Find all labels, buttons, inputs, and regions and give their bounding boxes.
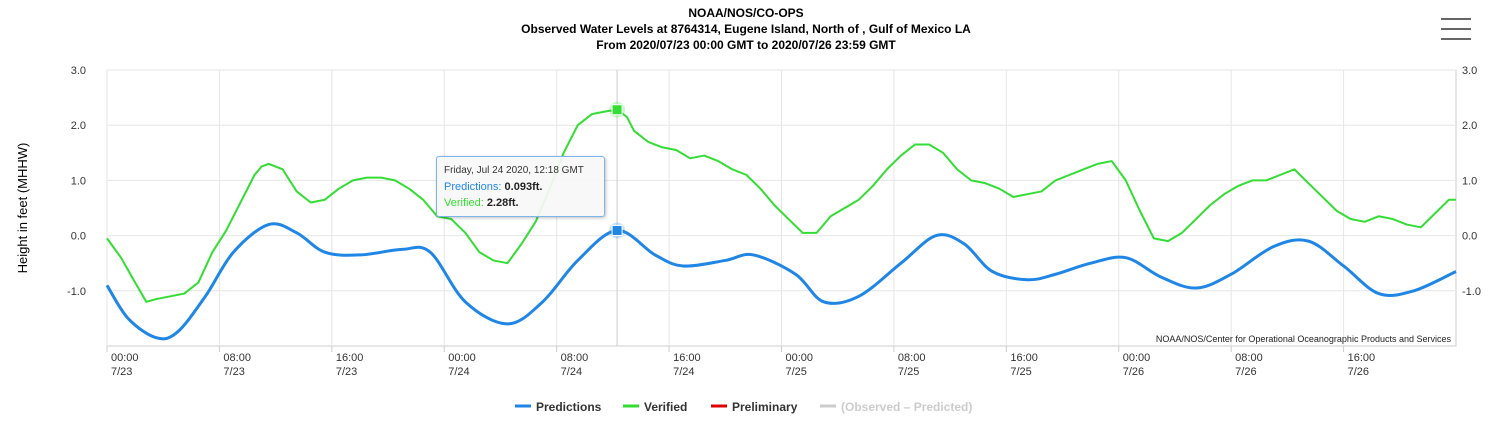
x-tick-label-time: 00:00	[1123, 352, 1151, 364]
x-tick-label-time: 16:00	[336, 352, 364, 364]
x-tick-label-date: 7/23	[223, 366, 244, 378]
y-axis-left: 3.0 2.0 1.0 0.0 -1.0	[67, 65, 86, 298]
x-tick-label-date: 7/26	[1123, 366, 1144, 378]
x-tick-label-time: 16:00	[1348, 352, 1376, 364]
y-tick-label-left: 2.0	[71, 120, 86, 132]
x-tick-label-date: 7/24	[448, 366, 469, 378]
x-tick-label-time: 16:00	[1010, 352, 1038, 364]
x-tick-label-date: 7/26	[1348, 366, 1369, 378]
tooltip-verified-label: Verified:	[444, 197, 484, 209]
credit-text: NOAA/NOS/Center for Operational Oceanogr…	[1156, 334, 1452, 344]
legend-label-preliminary: Preliminary	[732, 400, 798, 414]
y-tick-label-right: 2.0	[1462, 120, 1477, 132]
series-layer	[105, 108, 1457, 341]
tooltip-predictions-value: 0.093ft.	[504, 181, 543, 193]
tooltip-predictions-label: Predictions:	[444, 181, 502, 193]
legend-label-verified: Verified	[644, 400, 687, 414]
y-tick-label-left: 3.0	[71, 65, 86, 77]
x-tick-label-time: 16:00	[673, 352, 701, 364]
chart-tooltip: Friday, Jul 24 2020, 12:18 GMT Predictio…	[436, 156, 605, 217]
x-tick-label-date: 7/24	[673, 366, 694, 378]
x-tick-label-date: 7/25	[898, 366, 919, 378]
x-tick-label-time: 00:00	[111, 352, 139, 364]
legend-item-verified[interactable]: Verified	[623, 400, 687, 414]
hover-markers	[609, 101, 626, 239]
y-axis-title: Height in feet (MHHW)	[15, 143, 30, 274]
tooltip-header: Friday, Jul 24 2020, 12:18 GMT	[444, 165, 584, 176]
hover-marker-predictions	[611, 224, 623, 236]
tooltip-verified-row: Verified: 2.28ft.	[444, 195, 597, 211]
legend-item-observed-minus-predicted[interactable]: (Observed – Predicted)	[820, 400, 972, 414]
x-tick-label-time: 08:00	[223, 352, 251, 364]
tooltip-predictions-row: Predictions: 0.093ft.	[444, 179, 597, 195]
y-tick-label-right: -1.0	[1462, 286, 1481, 298]
menu-bar	[1441, 38, 1471, 40]
x-tick-label-time: 08:00	[1235, 352, 1263, 364]
hamburger-menu-icon[interactable]	[1441, 18, 1471, 44]
y-tick-label-right: 3.0	[1462, 65, 1477, 77]
chart-title: NOAA/NOS/CO-OPS	[688, 6, 803, 20]
x-tick-label-date: 7/24	[561, 366, 582, 378]
x-tick-label-date: 7/23	[111, 366, 132, 378]
y-tick-label-left: -1.0	[67, 286, 86, 298]
series-line-predictions	[105, 222, 1457, 341]
y-tick-label-right: 0.0	[1462, 231, 1477, 243]
x-axis: 00:00 7/23 08:00 7/23 16:00 7/23 00:00 7/24 08:0…	[106, 346, 1376, 378]
tooltip-verified-value: 2.28ft.	[486, 197, 519, 209]
legend-label-observed-minus-predicted: (Observed – Predicted)	[841, 400, 972, 414]
x-tick-label-time: 08:00	[561, 352, 589, 364]
x-tick-label-time: 00:00	[786, 352, 814, 364]
y-tick-label-right: 1.0	[1462, 175, 1477, 187]
legend-item-predictions[interactable]: Predictions	[515, 400, 602, 414]
menu-bar	[1441, 18, 1471, 20]
y-tick-label-left: 0.0	[71, 231, 86, 243]
x-tick-label-date: 7/25	[786, 366, 807, 378]
series-line-verified	[106, 108, 1456, 303]
legend: Predictions Verified Preliminary (Observ…	[515, 400, 972, 414]
y-tick-label-left: 1.0	[71, 175, 86, 187]
legend-label-predictions: Predictions	[536, 400, 602, 414]
x-tick-label-date: 7/26	[1235, 366, 1256, 378]
chart-subtitle-daterange: From 2020/07/23 00:00 GMT to 2020/07/26 …	[596, 38, 896, 52]
menu-bar	[1441, 28, 1471, 30]
x-tick-label-time: 08:00	[898, 352, 926, 364]
chart-subtitle-station: Observed Water Levels at 8764314, Eugene…	[521, 22, 971, 36]
x-tick-label-date: 7/25	[1010, 366, 1031, 378]
x-tick-label-time: 00:00	[448, 352, 476, 364]
hover-marker-verified	[611, 104, 623, 116]
y-axis-right: 3.0 2.0 1.0 0.0 -1.0	[1462, 65, 1481, 298]
x-tick-label-date: 7/23	[336, 366, 357, 378]
legend-item-preliminary[interactable]: Preliminary	[711, 400, 798, 414]
